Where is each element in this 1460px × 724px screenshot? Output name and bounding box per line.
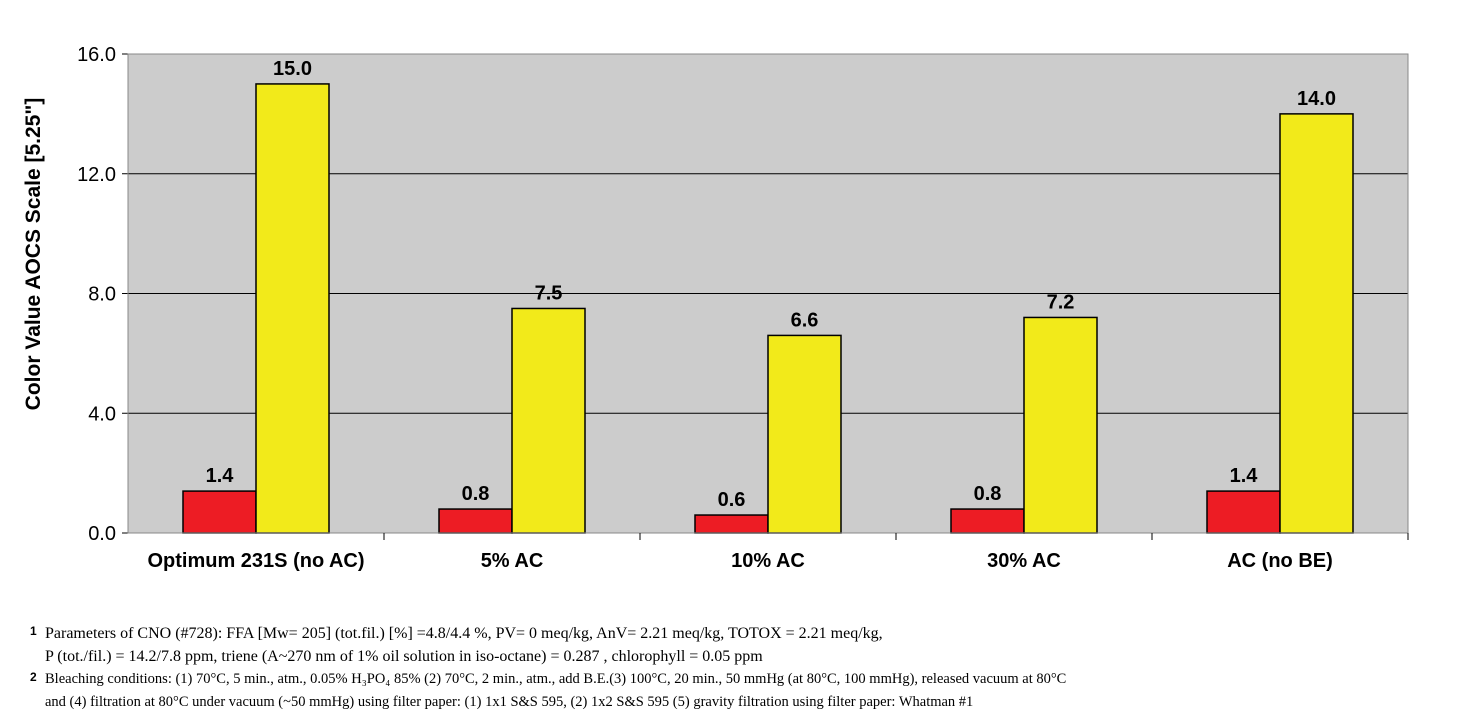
y-tick-label: 16.0 [77, 44, 116, 66]
data-label: 15.0 [273, 58, 312, 80]
bar [694, 514, 769, 534]
category-label: 10% AC [731, 550, 805, 572]
category-label: 30% AC [987, 550, 1061, 572]
y-axis-title: Color Value AOCS Scale [5.25"] [22, 98, 45, 411]
y-tick-label: 0.0 [88, 523, 116, 545]
footnote-1: 1 Parameters of CNO (#728): FFA [Mw= 205… [30, 622, 1450, 668]
category-label: Optimum 231S (no AC) [147, 550, 364, 572]
data-label: 1.4 [1230, 465, 1259, 487]
y-tick-label: 4.0 [88, 403, 116, 425]
category-label: 5% AC [481, 550, 544, 572]
bar [511, 307, 586, 534]
footnote-2-marker: 2 [30, 670, 37, 684]
data-label: 1.4 [206, 465, 235, 487]
data-label: 0.6 [718, 489, 746, 511]
bar-chart: 0.0 4.0 8.0 12.0 16.0 Optimum 231S (no AC) 1.4… [22, 44, 1409, 572]
y-tick-label: 8.0 [88, 284, 116, 306]
footnote-1-marker: 1 [30, 624, 37, 638]
bar [255, 83, 330, 534]
footnote-2-line-2: and (4) filtration at 80°C under vacuum … [45, 694, 974, 710]
data-label: 7.2 [1047, 291, 1075, 313]
footnote-2: 2 Bleaching conditions: (1) 70°C, 5 min.… [30, 668, 1450, 714]
bar [438, 508, 513, 534]
data-label: 0.8 [974, 483, 1002, 505]
footnote-1-line-1: Parameters of CNO (#728): FFA [Mw= 205] … [45, 625, 883, 642]
labels: 0.0 4.0 8.0 12.0 16.0 Optimum 231S (no AC) 1.4… [77, 44, 1336, 572]
data-label: 0.8 [462, 483, 490, 505]
footnote-2-line-1: Bleaching conditions: (1) 70°C, 5 min., … [45, 671, 1067, 687]
data-label: 7.5 [535, 282, 563, 304]
footnote-1-line-2: P (tot./fil.) = 14.2/7.8 ppm, triene (A~… [45, 648, 763, 665]
bar [767, 334, 842, 534]
category-label: AC (no BE) [1227, 550, 1333, 572]
bar [950, 508, 1025, 534]
axes [122, 53, 1409, 540]
bar [182, 490, 257, 534]
plot-border [127, 53, 1409, 534]
bar [1023, 316, 1098, 534]
data-label: 6.6 [791, 309, 819, 331]
bar [1279, 113, 1354, 534]
data-label: 14.0 [1297, 88, 1336, 110]
y-tick-label: 12.0 [77, 164, 116, 186]
footnotes: 1 Parameters of CNO (#728): FFA [Mw= 205… [30, 622, 1450, 714]
bar [1206, 490, 1281, 534]
